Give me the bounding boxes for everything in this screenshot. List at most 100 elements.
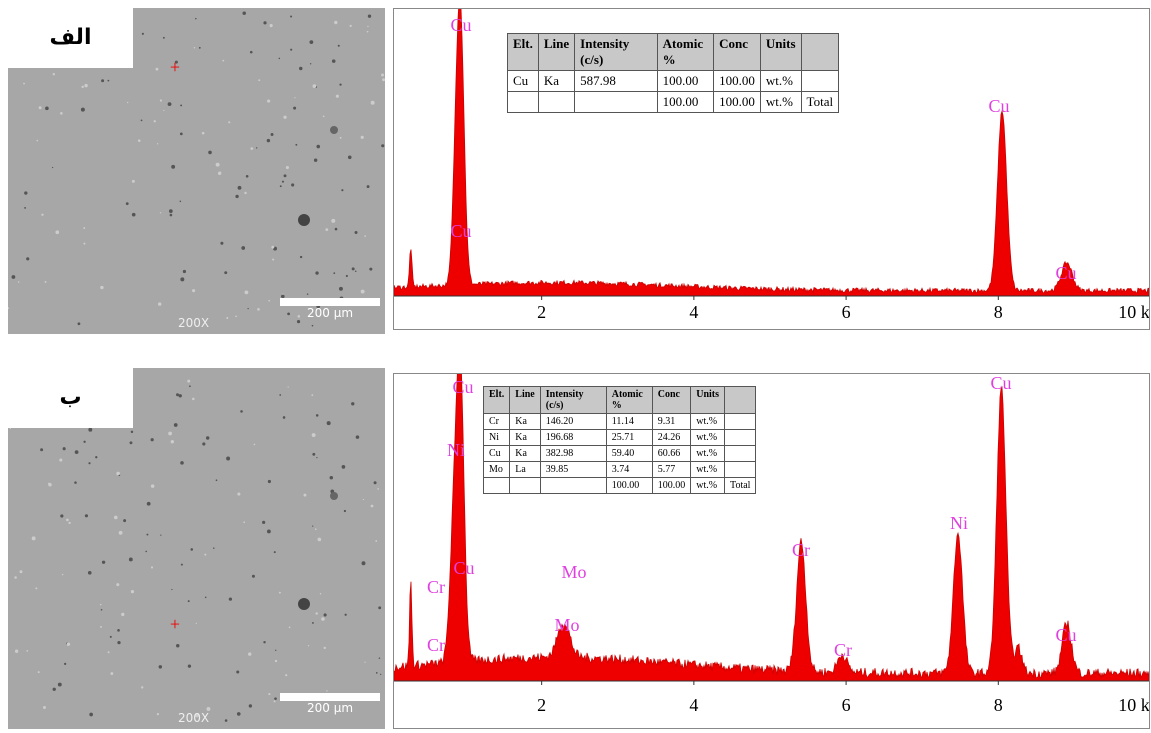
speck bbox=[192, 397, 195, 401]
peak-label: Cu bbox=[450, 221, 471, 241]
speck bbox=[351, 267, 355, 271]
speck bbox=[326, 690, 328, 692]
marker: + bbox=[170, 57, 180, 77]
speck bbox=[24, 207, 27, 209]
speck bbox=[123, 519, 127, 523]
marker: + bbox=[170, 614, 180, 634]
table-cell: 39.85 bbox=[539, 461, 607, 478]
peak-label: Cr bbox=[427, 577, 445, 597]
table-cell: 3.74 bbox=[605, 461, 653, 478]
speck bbox=[267, 479, 271, 484]
header-cell bbox=[724, 386, 757, 414]
speck bbox=[31, 536, 36, 541]
speck bbox=[17, 281, 20, 283]
speck bbox=[375, 540, 378, 542]
speck bbox=[296, 320, 301, 324]
speck bbox=[361, 561, 366, 566]
speck bbox=[283, 174, 287, 178]
speck bbox=[44, 280, 47, 283]
table-cell: 100.00 bbox=[605, 477, 653, 494]
x-tick-label: 4 bbox=[689, 695, 698, 715]
speck bbox=[349, 24, 352, 28]
speck bbox=[100, 285, 104, 290]
table-cell: Total bbox=[724, 477, 757, 494]
speck bbox=[269, 24, 273, 28]
speck bbox=[26, 257, 30, 261]
speck bbox=[224, 271, 228, 275]
speck bbox=[268, 299, 271, 302]
speck bbox=[344, 613, 347, 616]
speck bbox=[174, 60, 178, 64]
speck bbox=[137, 139, 141, 142]
speck bbox=[180, 277, 185, 282]
table-cell: 11.14 bbox=[605, 413, 653, 430]
speck bbox=[201, 131, 205, 135]
speck bbox=[66, 518, 69, 522]
speck bbox=[313, 158, 318, 162]
table-cell: 24.26 bbox=[651, 429, 692, 446]
speck bbox=[311, 433, 316, 437]
header-cell: Atomic % bbox=[605, 386, 653, 414]
peak-label: Cu bbox=[452, 377, 473, 397]
speck bbox=[285, 165, 289, 170]
speck bbox=[52, 72, 56, 76]
peak-label: Cu bbox=[1055, 263, 1076, 283]
header-cell: Line bbox=[537, 33, 576, 71]
speck bbox=[179, 132, 183, 136]
speck bbox=[241, 246, 246, 250]
speck bbox=[61, 573, 64, 576]
eds-table: Elt. Line Intensity (c/s) Atomic % Conc Units… bbox=[507, 33, 840, 113]
table-cell: La bbox=[509, 461, 541, 478]
speck bbox=[268, 693, 271, 696]
table-row: Cr Ka 146.20 11.14 9.31 wt.% bbox=[482, 413, 757, 430]
speck bbox=[279, 185, 282, 188]
table-cell bbox=[509, 477, 541, 494]
speck bbox=[228, 121, 231, 124]
speck bbox=[218, 171, 222, 175]
eds-table: Elt. Line Intensity (c/s) Atomic % Conc Units… bbox=[482, 386, 757, 494]
speck bbox=[195, 622, 197, 625]
speck bbox=[77, 322, 81, 326]
speck bbox=[354, 270, 357, 272]
speck bbox=[382, 78, 385, 82]
speck bbox=[226, 456, 231, 461]
speck bbox=[24, 191, 28, 195]
speck bbox=[205, 436, 210, 440]
speck bbox=[195, 713, 199, 718]
speck bbox=[89, 712, 93, 717]
speck bbox=[88, 462, 91, 465]
speck bbox=[48, 483, 52, 487]
spectrum-trace bbox=[393, 340, 1150, 682]
speck bbox=[182, 269, 187, 274]
speck bbox=[128, 557, 133, 562]
speck bbox=[351, 402, 355, 406]
speck bbox=[250, 147, 254, 150]
speck bbox=[273, 700, 276, 703]
speck bbox=[84, 83, 88, 88]
table-cell: 9.31 bbox=[651, 413, 692, 430]
speck bbox=[287, 312, 291, 316]
x-tick-label: 10 keV bbox=[1118, 695, 1149, 715]
speck bbox=[355, 435, 360, 439]
speck bbox=[275, 649, 277, 651]
speck bbox=[291, 183, 295, 187]
speck bbox=[285, 674, 288, 677]
speck bbox=[297, 315, 301, 318]
table-row: 100.00 100.00 wt.% Total bbox=[507, 91, 840, 113]
table-cell: 146.20 bbox=[539, 413, 607, 430]
speck bbox=[167, 102, 172, 107]
speck bbox=[314, 528, 317, 531]
table-cell: 60.66 bbox=[651, 445, 692, 462]
speck bbox=[224, 719, 228, 722]
speck bbox=[338, 286, 343, 291]
speck bbox=[311, 394, 314, 397]
speck bbox=[107, 651, 110, 654]
header-cell: Conc bbox=[713, 33, 761, 71]
speck bbox=[84, 514, 89, 518]
speck bbox=[321, 617, 325, 621]
speck bbox=[337, 44, 340, 47]
speck bbox=[117, 641, 121, 645]
speck bbox=[293, 106, 297, 110]
table-cell: Mo bbox=[482, 461, 511, 478]
speck bbox=[288, 626, 291, 629]
